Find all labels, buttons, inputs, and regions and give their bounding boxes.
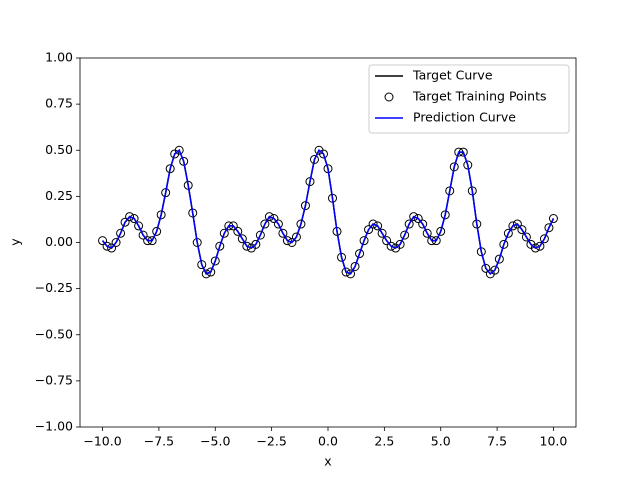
- training-point: [350, 261, 360, 271]
- training-point: [125, 212, 135, 222]
- legend-box: [368, 64, 570, 134]
- training-point: [269, 214, 279, 224]
- training-point: [152, 226, 162, 236]
- y-tick-label: −0.25: [35, 280, 73, 295]
- training-point: [544, 223, 554, 233]
- training-point: [206, 267, 216, 277]
- x-tick-label: 10.0: [540, 434, 568, 449]
- training-point: [318, 149, 328, 159]
- training-point: [382, 236, 392, 246]
- training-point: [364, 225, 374, 235]
- training-point: [503, 228, 513, 238]
- x-tick-label: 0.0: [318, 434, 338, 449]
- training-point: [535, 241, 545, 251]
- training-point: [287, 238, 297, 247]
- training-point: [98, 236, 108, 246]
- training-point: [490, 265, 500, 275]
- training-point: [129, 214, 139, 224]
- training-point: [260, 219, 270, 229]
- training-point: [134, 221, 144, 231]
- training-point: [481, 263, 491, 273]
- training-point: [359, 236, 369, 246]
- training-point: [156, 210, 166, 220]
- y-tick-label: 0.75: [45, 96, 73, 111]
- training-point: [102, 241, 112, 251]
- training-point: [355, 249, 365, 259]
- training-point: [508, 221, 518, 231]
- legend-label: Target Training Points: [412, 89, 547, 104]
- training-point: [116, 228, 126, 238]
- training-point: [219, 228, 229, 238]
- legend-marker: [384, 92, 394, 102]
- training-point: [418, 219, 428, 229]
- x-tick-label: 2.5: [374, 434, 394, 449]
- training-point: [346, 269, 356, 279]
- training-point: [422, 228, 432, 238]
- training-point: [530, 243, 540, 253]
- training-point: [201, 269, 211, 279]
- legend-label: Prediction Curve: [413, 110, 516, 125]
- y-tick-label: 1.00: [45, 50, 73, 65]
- training-point: [373, 221, 383, 231]
- training-point: [341, 267, 351, 277]
- training-point: [111, 238, 121, 247]
- training-point: [436, 226, 446, 236]
- training-point: [386, 241, 396, 251]
- series-line: [101, 149, 555, 275]
- training-point: [395, 239, 405, 249]
- y-tick-label: −1.00: [35, 419, 73, 434]
- training-point: [409, 212, 419, 222]
- plot-frame: [79, 57, 577, 428]
- training-point: [282, 236, 292, 246]
- training-point: [494, 254, 504, 264]
- training-point: [517, 225, 527, 235]
- training-point: [309, 154, 319, 164]
- training-point: [255, 230, 265, 240]
- training-point: [278, 228, 288, 238]
- training-point: [273, 219, 283, 229]
- training-point: [413, 214, 423, 224]
- training-point: [296, 219, 306, 229]
- y-tick-label: −0.75: [35, 372, 73, 387]
- training-point: [368, 219, 378, 229]
- y-axis-label: y: [8, 238, 23, 246]
- x-tick-label: −7.5: [144, 434, 174, 449]
- x-tick-label: −2.5: [256, 434, 286, 449]
- y-tick-label: −0.50: [35, 326, 73, 341]
- x-tick-label: 7.5: [487, 434, 507, 449]
- y-tick-label: 0.25: [45, 188, 73, 203]
- training-point: [237, 234, 247, 244]
- training-point: [291, 232, 301, 242]
- y-tick-label: 0.50: [45, 142, 73, 157]
- x-tick-label: −10.0: [83, 434, 121, 449]
- training-point: [539, 234, 549, 244]
- training-point: [107, 243, 117, 253]
- training-point: [548, 214, 558, 224]
- x-tick-label: −5.0: [200, 434, 230, 449]
- training-point: [242, 241, 252, 251]
- training-point: [210, 256, 220, 266]
- training-point: [512, 219, 522, 229]
- y-tick-label: 0.00: [45, 234, 73, 249]
- training-point: [521, 232, 531, 242]
- x-axis-label: x: [324, 454, 331, 469]
- training-point: [404, 219, 414, 229]
- training-point: [120, 217, 130, 227]
- training-point: [174, 145, 184, 155]
- training-point: [400, 230, 410, 240]
- training-point: [377, 228, 387, 238]
- training-point: [499, 239, 509, 249]
- x-tick-label: 5.0: [431, 434, 451, 449]
- training-point: [197, 260, 207, 270]
- legend-label: Target Curve: [412, 68, 493, 83]
- training-point: [138, 230, 148, 240]
- training-point: [264, 212, 274, 222]
- training-point: [215, 241, 225, 251]
- training-point: [233, 226, 243, 236]
- training-point: [251, 239, 261, 249]
